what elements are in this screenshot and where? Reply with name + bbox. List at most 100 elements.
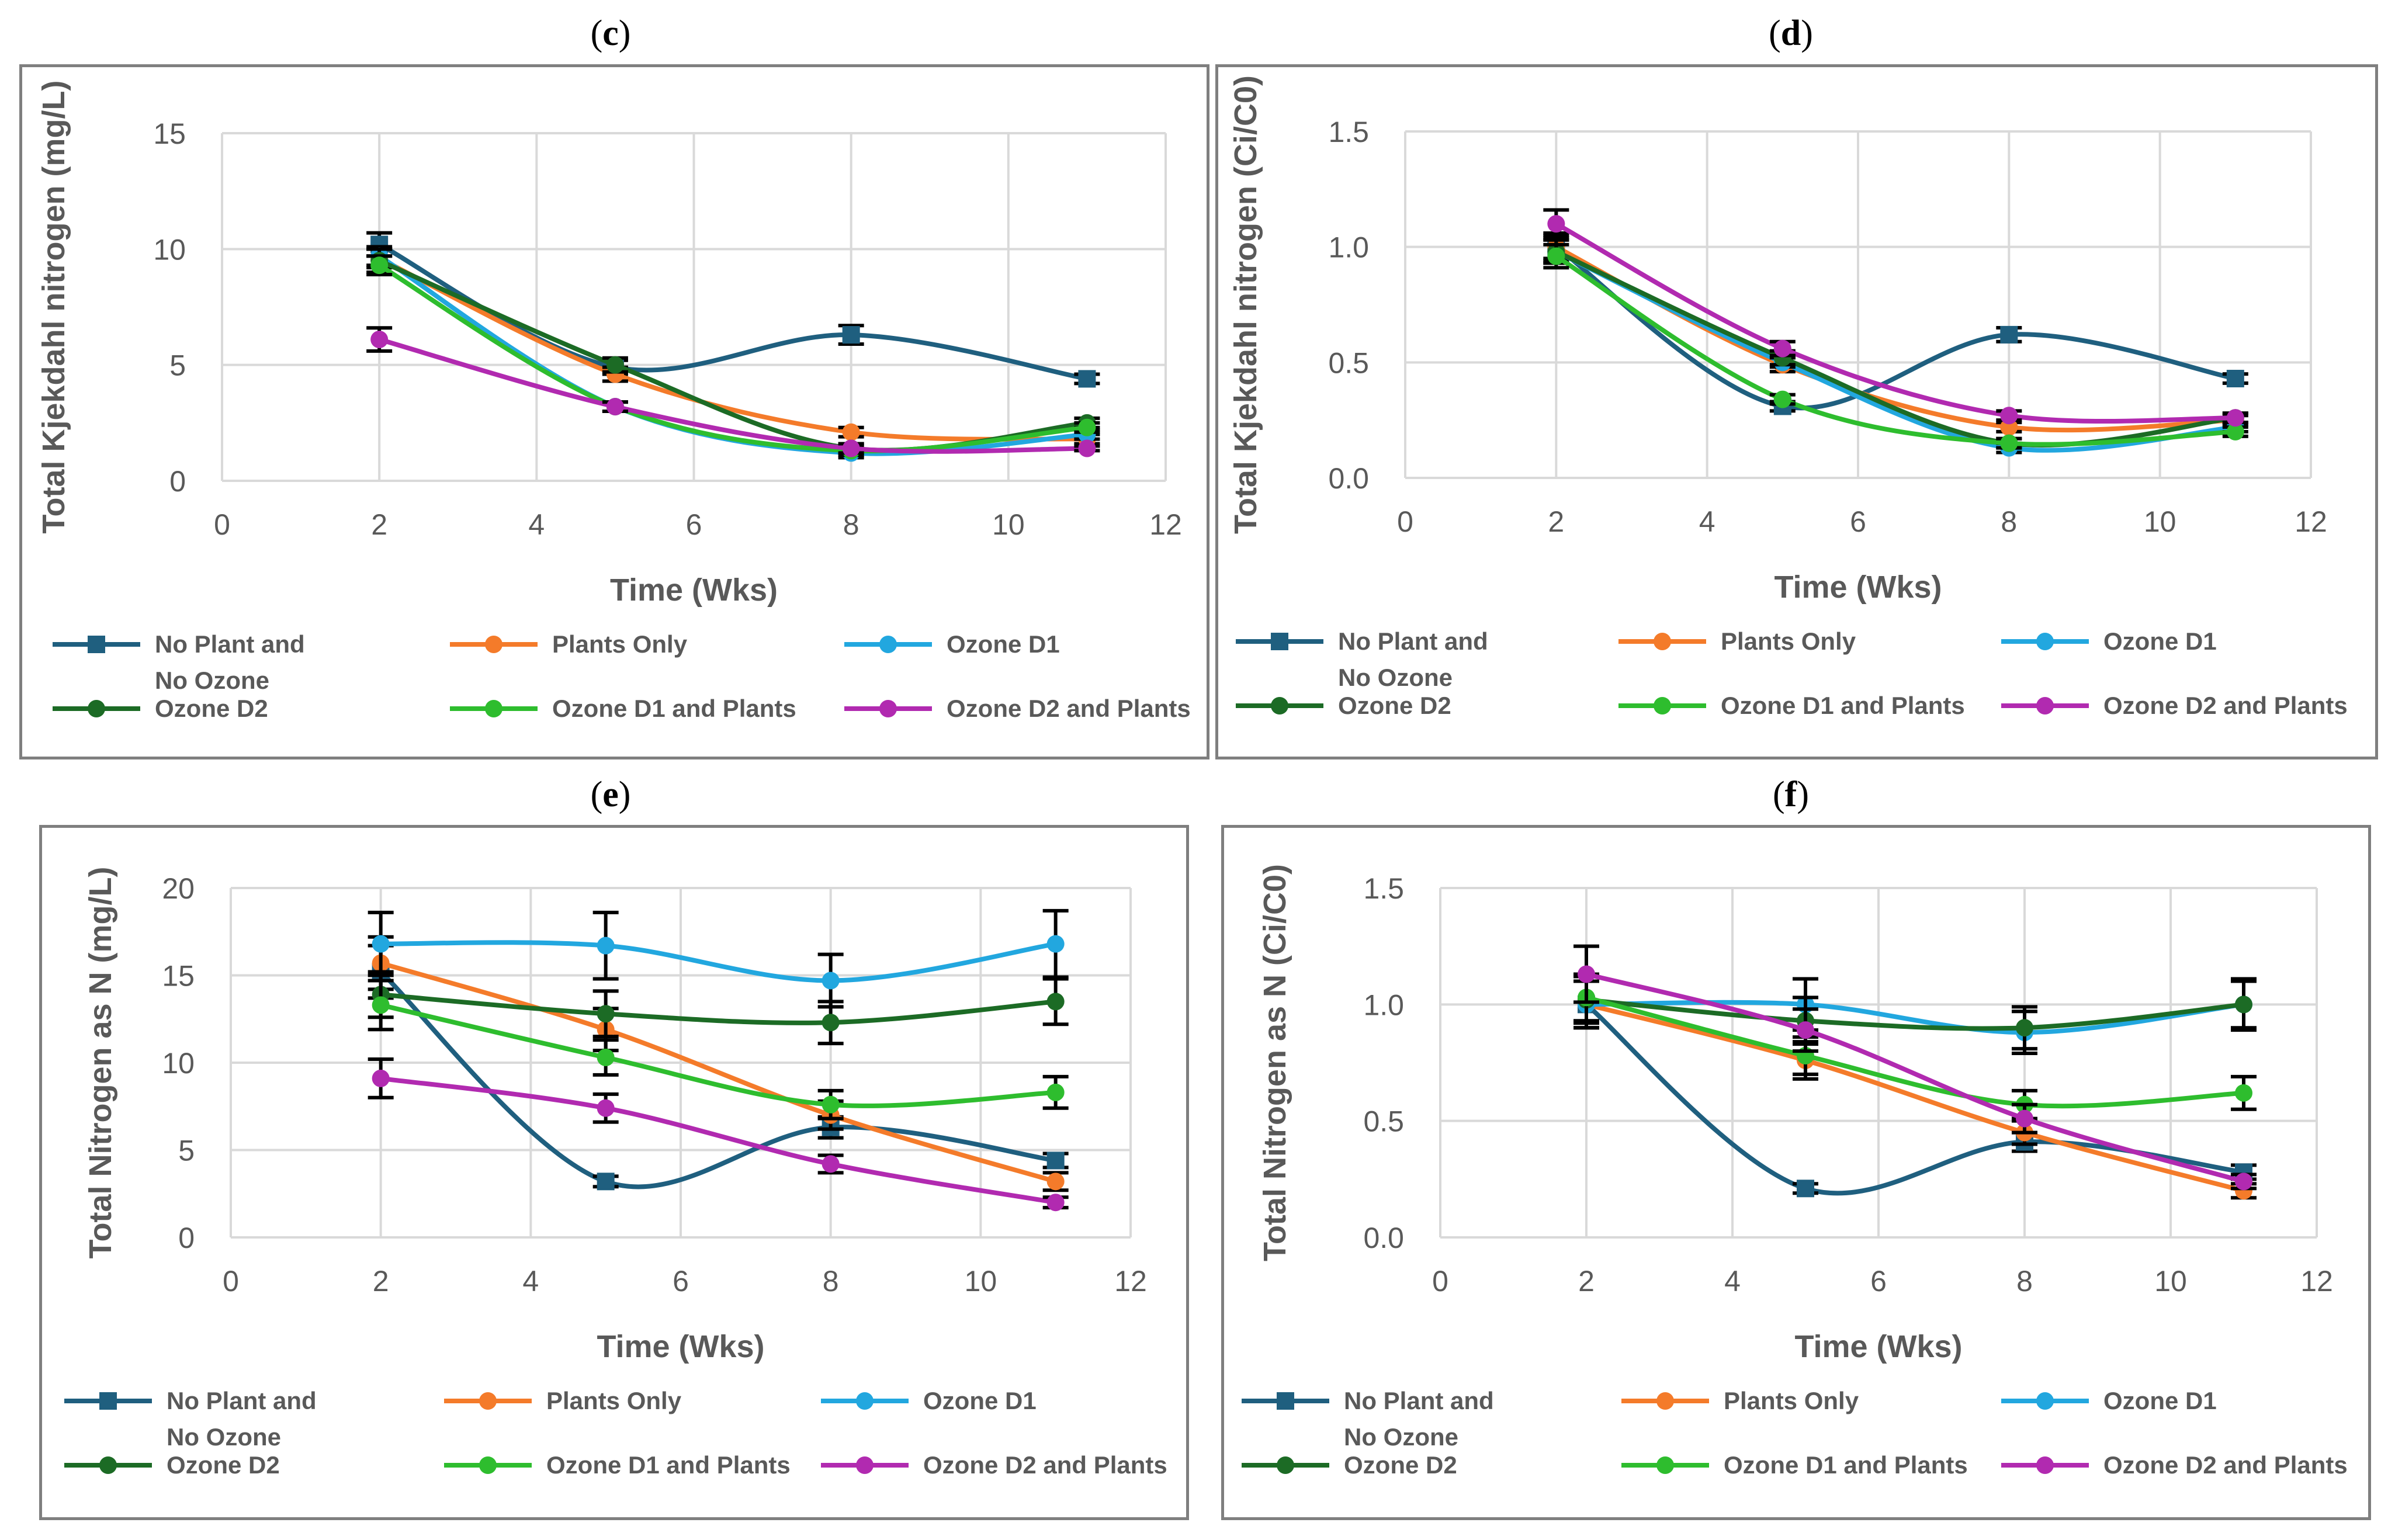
legend-swatch-marker (1271, 633, 1288, 650)
legend-swatch-marker (1656, 1392, 1674, 1410)
data-point (1046, 935, 1065, 953)
legend-label: Ozone D1 (947, 630, 1060, 658)
x-tick-label: 2 (373, 1265, 389, 1298)
data-point (1078, 439, 1096, 457)
data-point (372, 996, 390, 1014)
panel-frame-e (39, 825, 1189, 1520)
series-line (380, 1076, 1056, 1205)
legend-swatch-marker (1271, 697, 1288, 714)
legend-label: Ozone D2 and Plants (2103, 692, 2348, 719)
data-point (1046, 1194, 1065, 1212)
legend: No Plant and No Ozone Plants Only Ozone D1 O… (64, 1387, 1167, 1479)
x-tick-label: 8 (2016, 1265, 2033, 1298)
series-line (380, 960, 1056, 1184)
series-ozone-d2-and-plants (1573, 944, 2257, 1191)
x-tick-label: 6 (673, 1265, 689, 1298)
data-point (1797, 1021, 1814, 1039)
legend-label: Ozone D1 and Plants (546, 1451, 791, 1479)
series-line (1586, 972, 2245, 1184)
series-ozone-d2 (1573, 974, 2257, 1051)
data-point (1078, 370, 1096, 388)
series-ozone-d2-and-plants (1543, 208, 2248, 427)
data-point (1797, 1180, 1814, 1198)
series-ozone-d2 (368, 970, 1069, 1046)
x-tick-label: 12 (2300, 1265, 2333, 1298)
legend-swatch-marker (856, 1392, 874, 1410)
panel-letter-f: f (1784, 775, 1797, 814)
legend-item: No Plant and No Ozone (1242, 1387, 1494, 1451)
y-tick-label: 15 (162, 960, 195, 993)
legend-swatch-marker (479, 1456, 497, 1474)
series-line (1555, 249, 2236, 448)
series-line (380, 992, 1056, 1025)
x-axis-title: Time (Wks) (1774, 570, 1942, 605)
series-line (378, 263, 1087, 453)
data-point (2226, 422, 2244, 441)
y-tick-label: 20 (162, 872, 195, 905)
legend-label: Ozone D1 (923, 1387, 1037, 1414)
legend-item: Ozone D1 and Plants (450, 695, 796, 722)
legend-swatch-marker (1277, 1456, 1294, 1474)
legend-item: No Plant and No Ozone (1236, 627, 1488, 691)
series-line (1586, 997, 2244, 1031)
data-point (1773, 390, 1791, 408)
legend-item: Ozone D2 (53, 695, 268, 722)
legend-item: Ozone D1 and Plants (1618, 692, 1965, 719)
data-point (1046, 993, 1065, 1011)
data-point (2235, 1173, 2252, 1191)
data-point (597, 1005, 615, 1023)
series-ozone-d1 (368, 908, 1069, 1009)
series-ozone-d2-and-plants (366, 326, 1100, 457)
data-point (370, 256, 389, 275)
legend-label: Ozone D1 and Plants (1721, 692, 1965, 719)
panel-label-c: (c) (590, 13, 631, 53)
legend-item: Ozone D1 (844, 630, 1060, 658)
series-line (1555, 245, 2236, 411)
legend-item: Ozone D2 and Plants (844, 695, 1191, 722)
series-plants-only (1573, 979, 2257, 1200)
legend-item: No Plant and No Ozone (64, 1387, 317, 1451)
legend-swatch-marker (879, 700, 897, 717)
legend: No Plant and No Ozone Plants Only Ozone D1 O… (1242, 1387, 2348, 1479)
panel-label-f: (f) (1773, 775, 1809, 814)
panel-frame-d (1215, 64, 2378, 759)
series-ozone-d2-and-plants (368, 1057, 1069, 1212)
data-point (1046, 1173, 1065, 1191)
series-plants-only (1543, 233, 2248, 436)
data-point (1547, 215, 1565, 233)
legend-swatch-marker (1654, 633, 1671, 650)
y-tick-label: 10 (153, 233, 186, 266)
x-tick-label: 10 (992, 508, 1025, 541)
legend-item: Ozone D2 (64, 1451, 280, 1479)
legend-label: Ozone D2 (167, 1451, 280, 1479)
y-axis-title: Total Nitrogen as N (Ci/C0) (1257, 864, 1292, 1261)
legend-item: Ozone D1 (821, 1387, 1037, 1414)
legend-swatch-marker (485, 636, 502, 653)
x-tick-label: 10 (2144, 505, 2176, 538)
data-point (2226, 409, 2244, 427)
data-point (2000, 407, 2018, 425)
data-point (1046, 1083, 1065, 1101)
series-line (379, 970, 1056, 1189)
x-tick-label: 10 (2154, 1265, 2187, 1298)
legend-item: Ozone D1 (2001, 1387, 2217, 1414)
legend-label: No Plant and (1344, 1387, 1494, 1414)
data-point (1578, 965, 1595, 983)
x-tick-label: 0 (1432, 1265, 1448, 1298)
legend-item: No Plant and No Ozone (53, 630, 305, 694)
data-point (1078, 418, 1096, 436)
series-line (380, 1003, 1056, 1108)
series-ozone-d1 (1543, 238, 2248, 457)
legend-item: Ozone D2 and Plants (2001, 692, 2348, 719)
y-tick-label: 0.5 (1328, 346, 1369, 379)
legend-label: Ozone D1 (2103, 1387, 2217, 1414)
legend-label: No Plant and (155, 630, 305, 658)
series-line (1586, 1000, 2244, 1035)
data-point (842, 326, 860, 344)
panel-letter-c: c (602, 13, 619, 53)
y-tick-label: 0.5 (1363, 1105, 1404, 1138)
legend-label: No Ozone (1344, 1423, 1458, 1451)
y-tick-label: 0 (169, 465, 186, 498)
panel-frame-f (1221, 825, 2371, 1520)
legend-label: No Ozone (1338, 664, 1453, 691)
